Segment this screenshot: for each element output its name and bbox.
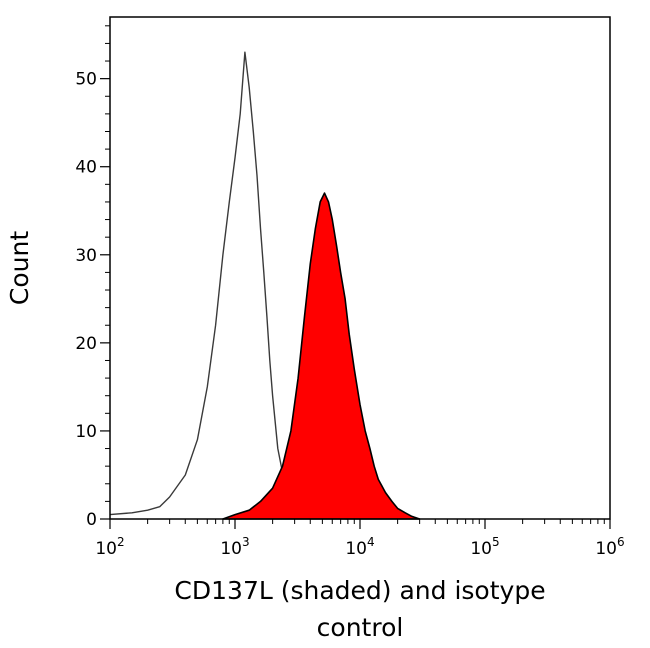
x-axis-title-line-1: CD137L (shaded) and isotype	[174, 576, 545, 605]
plot-area	[109, 51, 421, 520]
x-tick-label: 103	[220, 535, 249, 559]
series-1-filled-histogram	[222, 192, 421, 520]
y-axis-title: Count	[5, 231, 34, 305]
x-tick-label: 102	[95, 535, 124, 559]
x-tick-label: 105	[470, 535, 499, 559]
y-tick-label: 20	[75, 334, 97, 354]
y-axis: 0 10 20 30 40 50	[75, 25, 110, 530]
y-tick-label: 30	[75, 246, 97, 266]
y-tick-label: 50	[75, 70, 97, 90]
x-tick-label: 106	[595, 535, 624, 559]
y-tick-label: 0	[86, 510, 97, 530]
x-tick-label: 104	[345, 535, 374, 559]
x-axis-title-line-2: control	[317, 613, 404, 642]
x-axis: 102 103 104 105 106	[95, 519, 625, 559]
y-tick-label: 10	[75, 422, 97, 442]
y-tick-label: 40	[75, 158, 97, 178]
